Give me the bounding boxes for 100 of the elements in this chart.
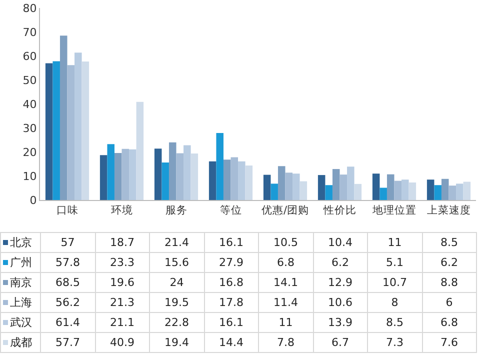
data-label: 6.7 — [313, 332, 368, 352]
data-label: 8.5 — [368, 312, 422, 332]
x-tick-label: 等位 — [220, 204, 242, 217]
bar — [318, 175, 326, 200]
bar — [441, 178, 449, 200]
bar — [184, 145, 191, 200]
bar — [107, 144, 114, 200]
y-tick-label: 0 — [30, 194, 37, 207]
bar — [176, 153, 184, 200]
bar — [238, 161, 246, 200]
bar — [347, 166, 354, 200]
data-label: 8.8 — [422, 272, 476, 292]
data-label: 12.9 — [313, 272, 368, 292]
bar — [208, 161, 216, 200]
data-label: 10.5 — [258, 232, 313, 252]
y-tick-label: 40 — [22, 98, 37, 111]
bar — [325, 185, 332, 200]
data-label: 68.5 — [40, 272, 95, 292]
bar — [340, 174, 348, 200]
bar — [136, 102, 144, 200]
bar — [434, 185, 442, 200]
y-tick-label: 30 — [22, 122, 37, 135]
legend-label: 上海 — [0, 292, 40, 312]
bar — [114, 152, 122, 200]
data-label: 61.4 — [40, 312, 95, 332]
data-label: 18.7 — [95, 232, 150, 252]
x-tick-label: 地理位置 — [371, 204, 416, 217]
bar — [263, 174, 271, 200]
data-label: 6.8 — [422, 312, 476, 332]
x-tick-label: 环境 — [110, 204, 133, 217]
x-tick-label: 性价比 — [322, 204, 356, 217]
bar — [168, 142, 176, 200]
data-label: 15.6 — [150, 252, 204, 272]
data-label: 56.2 — [40, 292, 95, 312]
bar — [67, 65, 75, 200]
bar — [394, 180, 402, 200]
data-label: 19.6 — [95, 272, 150, 292]
bar — [60, 36, 68, 200]
x-tick-label: 上菜速度 — [426, 204, 471, 217]
bar — [129, 149, 136, 200]
data-label: 23.3 — [95, 252, 150, 272]
bar — [245, 165, 253, 200]
data-label: 16.1 — [204, 232, 258, 252]
data-label: 17.8 — [204, 292, 258, 312]
bar — [162, 162, 169, 200]
bar — [386, 174, 394, 200]
bar — [463, 182, 471, 200]
bar — [270, 184, 278, 200]
data-label: 22.8 — [150, 312, 204, 332]
y-tick-label: 10 — [22, 170, 37, 183]
data-label: 14.1 — [258, 272, 313, 292]
data-label: 24 — [150, 272, 204, 292]
bar — [354, 184, 362, 200]
y-tick-label: 20 — [22, 146, 37, 159]
bar — [285, 172, 293, 200]
bar — [45, 63, 53, 200]
data-label: 6.2 — [422, 252, 476, 272]
data-label: 57 — [40, 232, 95, 252]
data-label: 19.5 — [150, 292, 204, 312]
bar — [223, 160, 231, 200]
legend-label: 北京 — [0, 232, 40, 252]
data-label: 10.4 — [313, 232, 368, 252]
legend-label: 武汉 — [0, 312, 40, 332]
x-tick-label: 服务 — [165, 204, 188, 217]
data-label: 40.9 — [95, 332, 150, 352]
bar — [292, 174, 300, 200]
bar — [52, 61, 60, 200]
bar — [300, 181, 308, 200]
bar — [278, 166, 286, 200]
data-label: 10.7 — [368, 272, 422, 292]
data-label: 16.1 — [204, 312, 258, 332]
data-label: 21.3 — [95, 292, 150, 312]
legend-label: 南京 — [0, 272, 40, 292]
data-label: 10.6 — [313, 292, 368, 312]
data-label: 6 — [422, 292, 476, 312]
data-label: 8 — [368, 292, 422, 312]
data-label: 13.9 — [313, 312, 368, 332]
bar — [332, 169, 340, 200]
bar — [372, 174, 380, 200]
bar — [456, 184, 464, 200]
data-label: 11 — [258, 312, 313, 332]
data-label: 21.4 — [150, 232, 204, 252]
bar — [402, 180, 409, 200]
bar — [408, 182, 416, 200]
data-label: 21.1 — [95, 312, 150, 332]
bar — [190, 153, 198, 200]
bar — [74, 52, 82, 200]
bar — [122, 148, 130, 200]
data-label: 7.3 — [368, 332, 422, 352]
data-label: 6.2 — [313, 252, 368, 272]
legend-label: 成都 — [0, 332, 40, 352]
data-label: 6.8 — [258, 252, 313, 272]
y-tick-label: 50 — [22, 74, 37, 87]
bar — [216, 133, 224, 200]
bar — [82, 62, 90, 200]
data-label: 11 — [368, 232, 422, 252]
data-label: 14.4 — [204, 332, 258, 352]
x-tick-label: 口味 — [56, 204, 78, 217]
data-label: 7.6 — [422, 332, 476, 352]
data-label: 19.4 — [150, 332, 204, 352]
